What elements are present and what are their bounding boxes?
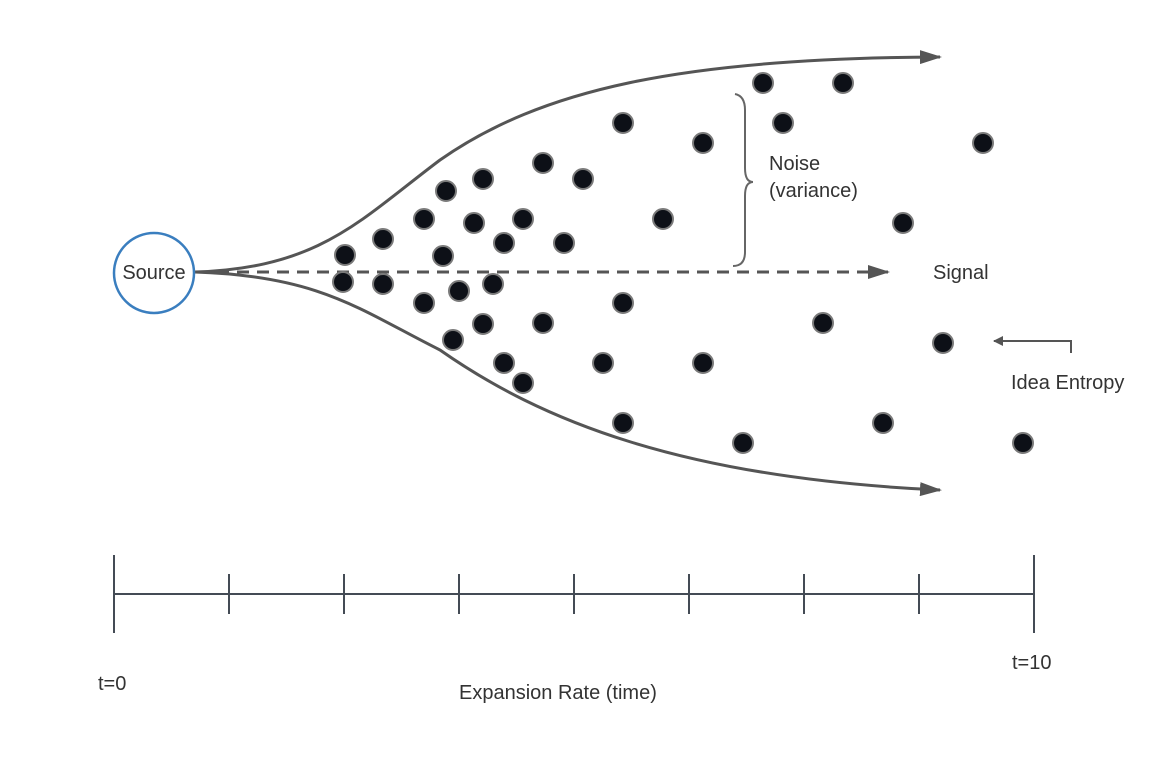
noise-dot — [482, 273, 504, 295]
noise-dot — [435, 180, 457, 202]
noise-dot — [752, 72, 774, 94]
noise-dot — [932, 332, 954, 354]
axis-end-label: t=10 — [1012, 652, 1051, 674]
noise-dot — [972, 132, 994, 154]
noise-dot — [442, 329, 464, 351]
noise-dot — [413, 208, 435, 230]
noise-dot — [832, 72, 854, 94]
noise-dot — [612, 412, 634, 434]
noise-dot — [532, 312, 554, 334]
axis-title: Expansion Rate (time) — [459, 682, 657, 704]
noise-dot — [572, 168, 594, 190]
upper-expansion-curve — [194, 50, 942, 274]
noise-dot — [512, 208, 534, 230]
noise-label-line2: (variance) — [769, 180, 858, 202]
noise-dot — [493, 352, 515, 374]
noise-dot — [334, 244, 356, 266]
signal-label: Signal — [933, 262, 989, 284]
axis-ticks — [228, 574, 920, 614]
axis-start-label: t=0 — [98, 673, 126, 695]
noise-dot — [732, 432, 754, 454]
noise-dot — [448, 280, 470, 302]
noise-dot — [472, 313, 494, 335]
noise-dot — [432, 245, 454, 267]
noise-dot — [472, 168, 494, 190]
noise-dot — [553, 232, 575, 254]
source-node — [112, 231, 196, 315]
noise-dot — [512, 372, 534, 394]
noise-dot — [493, 232, 515, 254]
lower-expansion-curve — [194, 270, 942, 497]
source-label: Source — [122, 262, 185, 284]
noise-label: Noise (variance) — [769, 153, 858, 202]
noise-dot — [812, 312, 834, 334]
noise-dot — [592, 352, 614, 374]
noise-dots — [332, 72, 1034, 454]
noise-dot — [612, 112, 634, 134]
time-axis — [113, 555, 1035, 633]
noise-dot — [652, 208, 674, 230]
noise-dot — [532, 152, 554, 174]
noise-dot — [692, 352, 714, 374]
noise-dot — [892, 212, 914, 234]
noise-label-line1: Noise — [769, 153, 820, 175]
noise-dot — [692, 132, 714, 154]
noise-dot — [372, 228, 394, 250]
noise-dot — [332, 271, 354, 293]
noise-dot — [463, 212, 485, 234]
noise-dot — [413, 292, 435, 314]
noise-dot — [372, 273, 394, 295]
noise-dot — [872, 412, 894, 434]
idea-entropy-label: Idea Entropy — [1011, 372, 1124, 394]
noise-dot — [1012, 432, 1034, 454]
idea-entropy-pointer — [993, 336, 1072, 353]
noise-dot — [772, 112, 794, 134]
curly-brace-icon — [732, 93, 754, 267]
noise-dot — [612, 292, 634, 314]
